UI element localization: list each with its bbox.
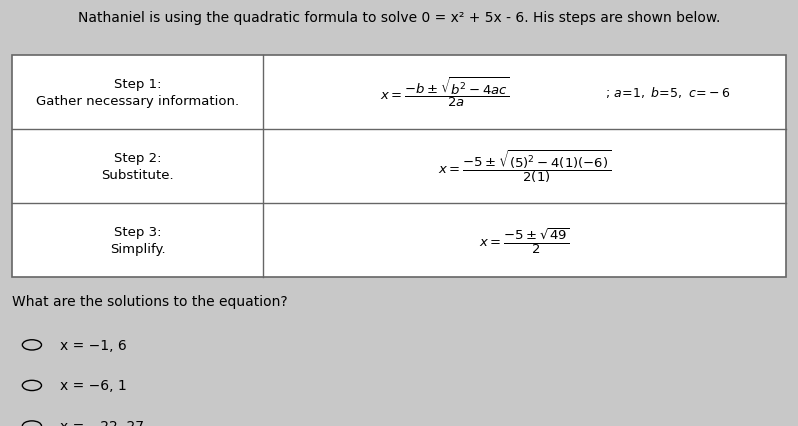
Text: x = −6, 1: x = −6, 1 bbox=[60, 379, 127, 392]
Text: $x{=}\dfrac{-5\pm\sqrt{49}}{2}$: $x{=}\dfrac{-5\pm\sqrt{49}}{2}$ bbox=[480, 225, 570, 255]
Text: x = −1, 6: x = −1, 6 bbox=[60, 338, 127, 352]
Text: $x{=}\dfrac{-5\pm\sqrt{(5)^2-4(1)(-6)}}{2(1)}$: $x{=}\dfrac{-5\pm\sqrt{(5)^2-4(1)(-6)}}{… bbox=[438, 148, 611, 184]
Text: Step 2:
Substitute.: Step 2: Substitute. bbox=[101, 151, 174, 181]
Text: x = −22, 27: x = −22, 27 bbox=[60, 419, 144, 426]
Text: What are the solutions to the equation?: What are the solutions to the equation? bbox=[12, 294, 287, 308]
Text: $x{=}\dfrac{-b\pm\sqrt{b^2-4ac}}{2a}$: $x{=}\dfrac{-b\pm\sqrt{b^2-4ac}}{2a}$ bbox=[380, 75, 510, 109]
Text: Step 1:
Gather necessary information.: Step 1: Gather necessary information. bbox=[36, 78, 239, 107]
Text: Nathaniel is using the quadratic formula to solve 0 = x² + 5x - 6. His steps are: Nathaniel is using the quadratic formula… bbox=[78, 11, 720, 25]
Text: ; $a\!=\!1,\ b\!=\!5,\ c\!=\!-6$: ; $a\!=\!1,\ b\!=\!5,\ c\!=\!-6$ bbox=[606, 85, 731, 100]
Text: Step 3:
Simplify.: Step 3: Simplify. bbox=[110, 225, 165, 255]
